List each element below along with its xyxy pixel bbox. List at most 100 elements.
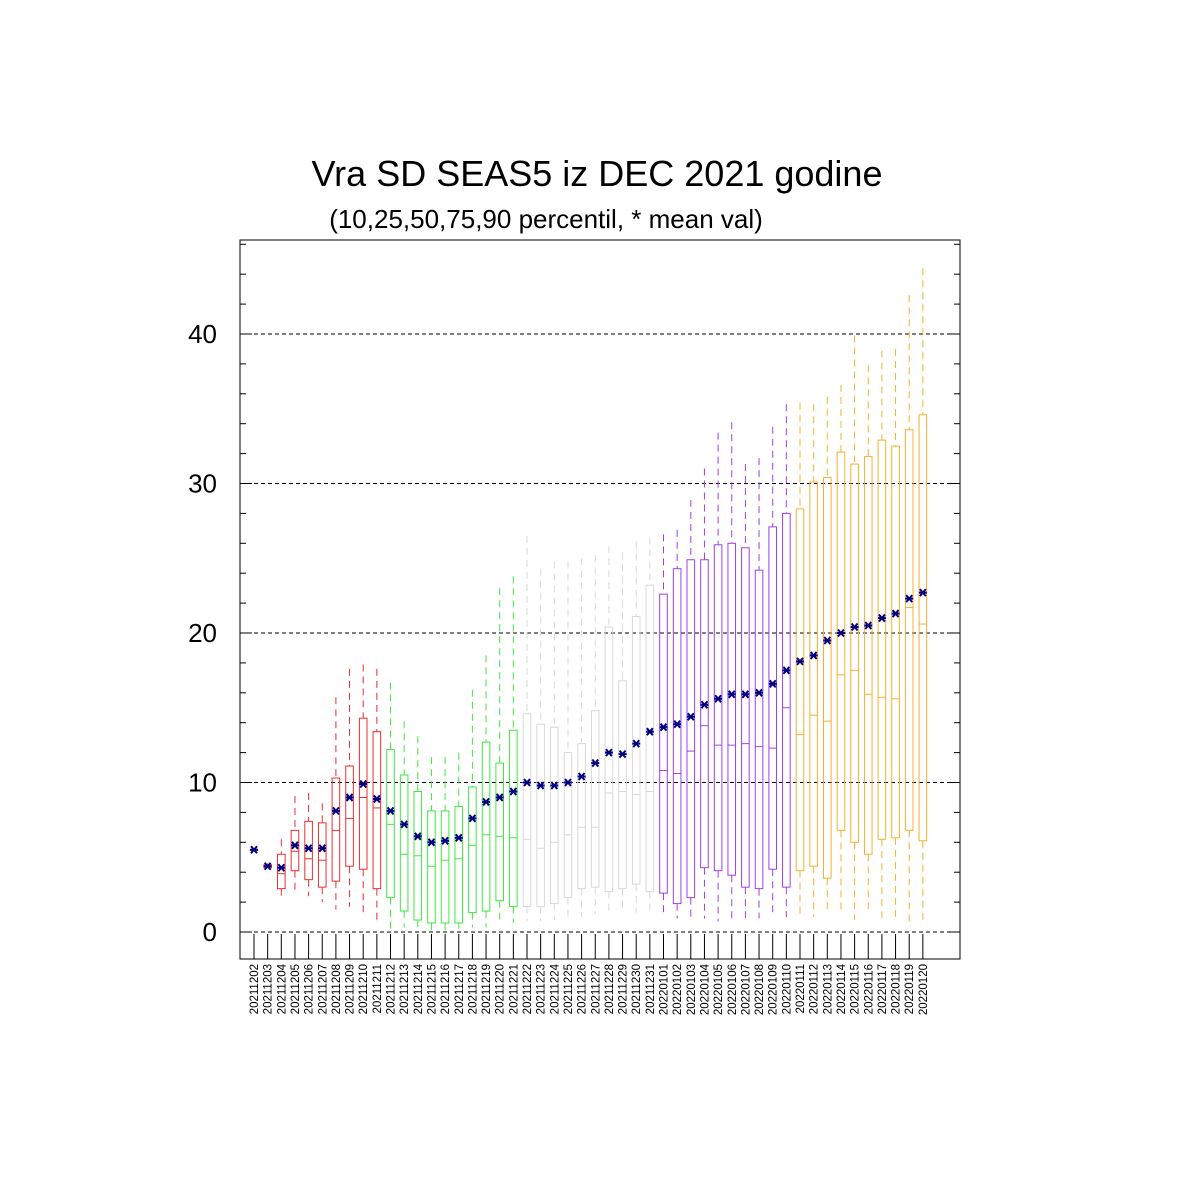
box-iqr: [891, 445, 900, 839]
box-iqr: [386, 749, 395, 899]
mean-stroke: [646, 727, 654, 736]
x-tick-label: 20220103: [686, 964, 698, 1015]
mean-stroke: [809, 651, 818, 660]
mean-marker: [796, 657, 804, 666]
box-20220120: [918, 268, 928, 921]
mean-marker: [782, 666, 791, 675]
x-tick-label: 20220120: [918, 964, 930, 1015]
mean-stroke: [441, 836, 449, 845]
box-20211225: [563, 561, 573, 918]
mean-marker: [277, 863, 286, 872]
box-iqr: [290, 829, 300, 872]
mean-marker: [263, 862, 272, 871]
mean-marker: [836, 628, 845, 638]
mean-marker: [755, 688, 764, 697]
box-20211210: [358, 664, 368, 913]
x-tick-label: 20220110: [781, 964, 793, 1014]
box-20211209: [345, 668, 354, 907]
mean-marker: [441, 836, 450, 845]
x-tick-label: 20211227: [590, 964, 602, 1014]
mean-marker: [591, 758, 600, 768]
mean-marker: [700, 700, 709, 709]
x-tick-label: 20211214: [413, 963, 425, 1014]
box-20211215: [427, 757, 436, 931]
mean-marker: [741, 690, 750, 699]
mean-marker: [727, 690, 736, 699]
box-20211216: [440, 757, 450, 931]
x-tick-label: 20211203: [263, 964, 275, 1014]
mean-marker: [645, 727, 654, 736]
box-iqr: [522, 713, 532, 908]
x-tick-label: 20211210: [358, 964, 370, 1014]
box-iqr: [495, 762, 504, 902]
box-20220113: [823, 396, 832, 915]
x-tick-label: 20211225: [563, 964, 575, 1014]
x-tick-label: 20211209: [345, 964, 357, 1014]
x-tick-label: 20220104: [699, 963, 711, 1015]
x-tick-label: 20211231: [645, 964, 657, 1014]
box-iqr: [713, 544, 723, 872]
x-tick-label: 20211204: [276, 963, 288, 1014]
box-iqr: [277, 853, 286, 890]
box-iqr: [550, 726, 559, 905]
mean-stroke: [659, 723, 668, 732]
mean-stroke: [250, 845, 258, 854]
mean-stroke: [823, 636, 832, 645]
box-iqr: [877, 439, 887, 840]
mean-stroke: [564, 778, 572, 787]
mean-marker: [659, 723, 668, 732]
x-tick-label: 20211212: [386, 964, 398, 1014]
box-iqr: [563, 752, 573, 899]
mean-marker: [918, 588, 927, 597]
box-20220110: [782, 404, 791, 918]
mean-marker: [523, 778, 531, 787]
mean-marker: [809, 651, 818, 660]
x-tick-label: 20220105: [713, 964, 725, 1015]
mean-marker: [864, 621, 873, 630]
mean-stroke: [673, 720, 681, 729]
mean-marker: [359, 779, 368, 789]
mean-stroke: [536, 781, 545, 790]
box-20211221: [509, 576, 518, 924]
mean-marker: [400, 820, 409, 829]
box-20211217: [454, 752, 464, 930]
box-iqr: [918, 414, 928, 842]
mean-marker: [468, 814, 477, 823]
mean-marker: [290, 841, 299, 850]
box-20211205: [290, 795, 300, 892]
mean-stroke: [864, 621, 873, 630]
x-tick-label: 20220118: [891, 964, 903, 1014]
box-20220109: [768, 426, 778, 918]
mean-marker: [604, 748, 613, 757]
mean-stroke: [386, 806, 395, 816]
x-tick-label: 20220115: [850, 964, 862, 1014]
x-tick-label: 20211205: [290, 964, 302, 1014]
mean-stroke: [523, 778, 531, 787]
x-tick-label: 20211206: [304, 964, 316, 1014]
box-iqr: [454, 805, 464, 924]
mean-marker: [563, 778, 572, 787]
chart-title: Vra SD SEAS5 iz DEC 2021 godine: [312, 153, 883, 194]
box-iqr: [577, 743, 586, 890]
mean-marker: [495, 793, 504, 802]
box-20220119: [904, 295, 914, 925]
mean-stroke: [878, 613, 886, 623]
y-tick-label: 0: [203, 917, 217, 947]
box-20211204: [277, 839, 286, 897]
mean-stroke: [768, 679, 777, 688]
mean-stroke: [373, 794, 381, 804]
x-tick-label: 20211218: [467, 964, 479, 1014]
box-20220117: [877, 350, 887, 919]
chart-subtitle: (10,25,50,75,90 percentil, * mean val): [329, 204, 763, 234]
box-iqr: [618, 680, 627, 890]
mean-marker: [823, 636, 832, 645]
x-tick-label: 20220116: [863, 964, 875, 1014]
mean-marker: [318, 844, 327, 853]
box-iqr: [836, 451, 846, 831]
mean-stroke: [700, 700, 709, 709]
mean-marker: [618, 749, 627, 759]
mean-marker: [372, 794, 381, 804]
box-20211226: [577, 558, 586, 918]
box-iqr: [809, 481, 818, 867]
